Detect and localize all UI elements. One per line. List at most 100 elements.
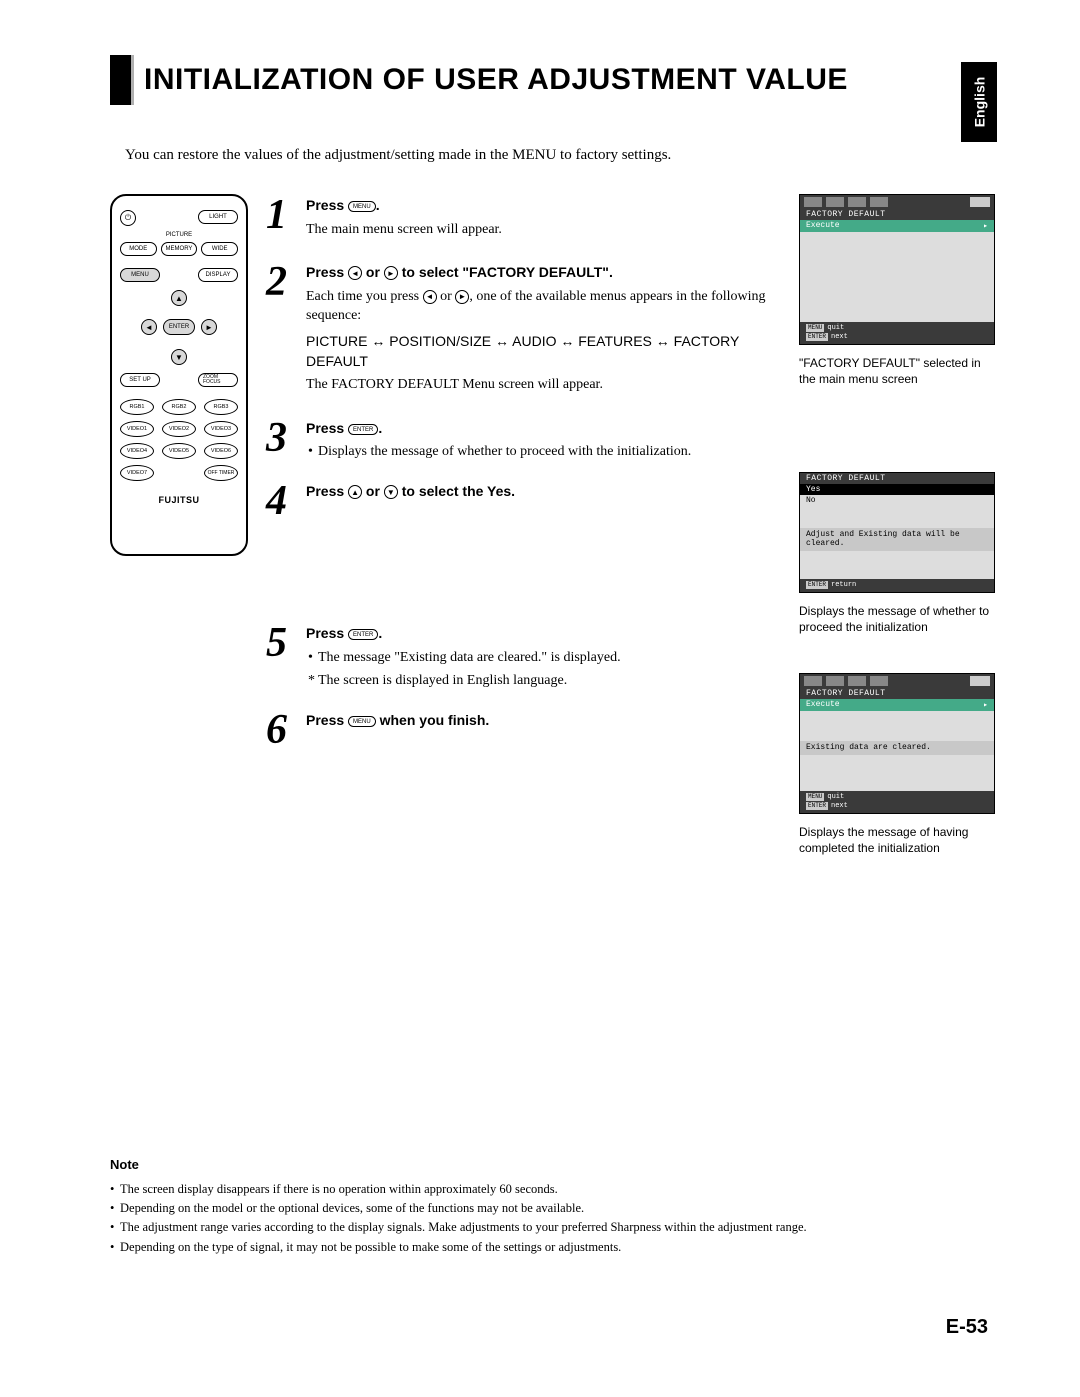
video6-button: VIDEO6 <box>204 443 238 459</box>
right-icon: ► <box>455 290 469 304</box>
t: Yes <box>806 485 820 494</box>
notes-list: The screen display disappears if there i… <box>110 1180 995 1258</box>
osd-caption-2: Displays the message of whether to proce… <box>799 603 995 635</box>
step-2-desc2: The FACTORY DEFAULT Menu screen will app… <box>306 375 781 395</box>
right-button: ► <box>201 319 217 335</box>
osd-tab <box>804 676 822 686</box>
osd-tab-active <box>970 197 990 207</box>
step-number: 2 <box>266 261 294 399</box>
step-4-heading: Press ▲ or ▼ to select the Yes. <box>306 482 781 502</box>
rgb3-button: RGB3 <box>204 399 238 415</box>
t: or <box>362 483 384 499</box>
t: No <box>806 496 816 505</box>
step-1: 1 Press MENU. The main menu screen will … <box>266 194 781 243</box>
step-1-desc: The main menu screen will appear. <box>306 220 781 240</box>
step-2: 2 Press ◄ or ► to select "FACTORY DEFAUL… <box>266 261 781 399</box>
osd-footer: MENUquit ENTERnext <box>800 791 994 813</box>
title-bar: INITIALIZATION OF USER ADJUSTMENT VALUE <box>110 55 995 105</box>
title-marker <box>110 55 132 105</box>
enter-button: ENTER <box>163 319 195 335</box>
direction-pad: ▲ ▼ ◄ ► ENTER <box>129 290 229 365</box>
osd-screenshot-1: FACTORY DEFAULT Execute▸ MENUquit ENTERn… <box>799 194 995 345</box>
source-grid: RGB1 RGB2 RGB3 VIDEO1 VIDEO2 VIDEO3 VIDE… <box>120 399 238 481</box>
up-button: ▲ <box>171 290 187 306</box>
left-button: ◄ <box>141 319 157 335</box>
intro-text: You can restore the values of the adjust… <box>125 147 995 164</box>
step-2-sequence: PICTURE ↔ POSITION/SIZE ↔ AUDIO ↔ FEATUR… <box>306 332 781 371</box>
dot: . <box>376 197 380 213</box>
osd-footer: ENTERreturn <box>800 579 994 592</box>
osd-execute-row: Execute▸ <box>800 699 994 711</box>
left-icon: ◄ <box>423 290 437 304</box>
t: Press <box>306 264 348 280</box>
down-button: ▼ <box>171 349 187 365</box>
step-number: 5 <box>266 622 294 695</box>
osd-yes-row: Yes <box>800 484 994 495</box>
t: Execute <box>806 221 840 231</box>
t: to select the Yes. <box>398 483 515 499</box>
t: quit <box>827 324 844 332</box>
key-label: ENTER <box>806 581 828 589</box>
power-button: ⏻ <box>120 210 136 226</box>
t: return <box>831 581 856 589</box>
osd-title: FACTORY DEFAULT <box>800 688 994 699</box>
dot: . <box>378 625 382 641</box>
t: or <box>437 289 456 304</box>
t: when you finish. <box>376 712 490 728</box>
t: Each time you press <box>306 289 423 304</box>
osd-title: FACTORY DEFAULT <box>800 473 994 484</box>
osd-tab <box>848 676 866 686</box>
osd-no-row: No <box>800 495 994 506</box>
video5-button: VIDEO5 <box>162 443 196 459</box>
osd-cleared: Existing data are cleared. <box>800 741 994 755</box>
key-label: ENTER <box>806 802 828 810</box>
video4-button: VIDEO4 <box>120 443 154 459</box>
notes-section: Note The screen display disappears if th… <box>110 1157 995 1258</box>
picture-group-label: PICTURE <box>120 232 238 238</box>
arrow-icon: ▸ <box>983 221 988 231</box>
t: or <box>362 264 384 280</box>
t: next <box>831 333 848 341</box>
t: Press <box>306 483 348 499</box>
step-number: 1 <box>266 194 294 243</box>
right-icon: ► <box>384 266 398 280</box>
osd-column: FACTORY DEFAULT Execute▸ MENUquit ENTERn… <box>799 194 995 870</box>
step-3: 3 Press ENTER. Displays the message of w… <box>266 417 781 466</box>
step-5-heading: Press ENTER. <box>306 624 781 644</box>
step-3-desc: Displays the message of whether to proce… <box>318 442 781 462</box>
left-icon: ◄ <box>348 266 362 280</box>
up-icon: ▲ <box>348 485 362 499</box>
setup-button: SET UP <box>120 373 160 387</box>
t: Press <box>306 712 348 728</box>
step-6: 6 Press MENU when you finish. <box>266 709 781 751</box>
step-6-heading: Press MENU when you finish. <box>306 711 781 731</box>
light-button: LIGHT <box>198 210 238 224</box>
note-item: The screen display disappears if there i… <box>110 1180 995 1199</box>
enter-inline-button: ENTER <box>348 629 378 640</box>
step-5-desc2: The screen is displayed in English langu… <box>318 671 781 691</box>
language-label: English <box>971 77 987 128</box>
video7-button: VIDEO7 <box>120 465 154 481</box>
osd-body <box>800 232 994 322</box>
menu-inline-button: MENU <box>348 201 376 212</box>
display-button: DISPLAY <box>198 268 238 282</box>
t: quit <box>827 793 844 801</box>
enter-inline-button: ENTER <box>348 424 378 435</box>
step-1-head-text: Press <box>306 197 348 213</box>
menu-inline-button: MENU <box>348 716 376 727</box>
key-label: MENU <box>806 324 824 332</box>
step-2-desc1: Each time you press ◄ or ►, one of the a… <box>306 287 781 326</box>
note-item: Depending on the model or the optional d… <box>110 1199 995 1218</box>
mode-button: MODE <box>120 242 157 256</box>
step-3-heading: Press ENTER. <box>306 419 781 439</box>
steps-column: 1 Press MENU. The main menu screen will … <box>266 194 781 870</box>
t: Press <box>306 420 348 436</box>
step-1-heading: Press MENU. <box>306 196 781 216</box>
step-5-desc1: The message "Existing data are cleared."… <box>318 648 781 668</box>
step-number: 6 <box>266 709 294 751</box>
timer-button: OFF TIMER <box>204 465 238 481</box>
video2-button: VIDEO2 <box>162 421 196 437</box>
main-content: ⏻ LIGHT PICTURE MODE MEMORY WIDE MENU DI… <box>110 194 995 870</box>
osd-tab <box>826 676 844 686</box>
step-5: 5 Press ENTER. The message "Existing dat… <box>266 622 781 695</box>
